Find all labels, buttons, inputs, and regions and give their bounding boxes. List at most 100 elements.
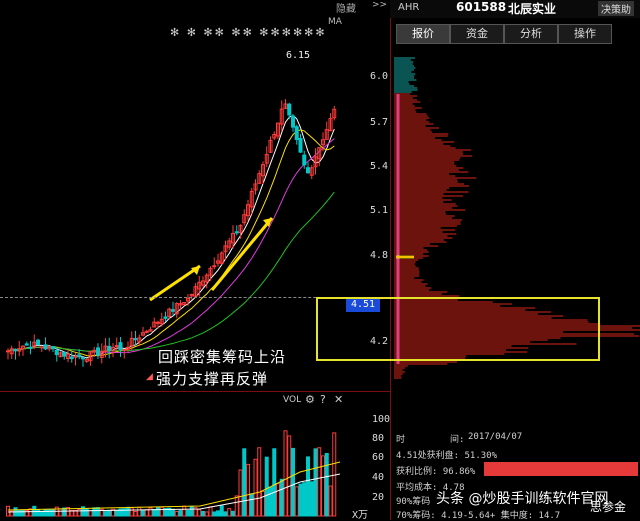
volume-chart[interactable]	[0, 392, 352, 520]
volume-bar	[231, 510, 235, 517]
volume-bar	[306, 456, 310, 517]
price-tick: 5.4	[370, 161, 389, 172]
price-tick: 4.8	[370, 250, 389, 261]
volume-bar	[287, 435, 292, 517]
candle-body	[51, 346, 55, 350]
candle-body	[272, 133, 277, 139]
candle-body	[32, 341, 37, 348]
volume-bar	[28, 508, 33, 517]
chart-divider	[0, 391, 390, 392]
candle-body	[96, 347, 100, 356]
current-price-line	[0, 297, 346, 298]
price-profit: 4.51处获利盘: 51.30%	[396, 451, 498, 461]
candle-body	[298, 138, 303, 153]
trend-arrowhead	[191, 266, 200, 275]
candle-body	[171, 309, 175, 312]
candle-body	[47, 345, 52, 350]
expand-chevron[interactable]: >>	[372, 0, 388, 10]
volume-bar	[249, 493, 254, 517]
hide-button[interactable]: 隐藏	[336, 4, 356, 15]
candle-body	[189, 294, 194, 297]
candle-body	[17, 348, 22, 352]
volume-bar	[317, 447, 322, 517]
candle-body	[317, 147, 322, 160]
candle-body	[283, 103, 288, 109]
time-sep: 间:	[450, 435, 465, 445]
candle-body	[291, 115, 295, 128]
candle-body	[118, 342, 123, 351]
candle-body	[178, 303, 183, 306]
annotation-bullet: ◢	[146, 372, 153, 382]
panel-divider	[390, 0, 391, 520]
candlestick-chart[interactable]	[0, 0, 352, 392]
candle-body	[103, 345, 108, 352]
volume-bar	[88, 510, 93, 517]
candle-body	[201, 280, 205, 286]
candle-body	[313, 156, 318, 168]
stock-code: 601588	[456, 0, 507, 14]
volume-bar	[126, 506, 130, 517]
ma-line	[7, 115, 335, 359]
candle-body	[148, 329, 153, 332]
volume-bar	[238, 469, 243, 517]
candle-body	[227, 240, 232, 248]
tab-funds[interactable]: 资金	[450, 24, 504, 44]
candle-body	[231, 232, 235, 244]
candle-body	[216, 260, 220, 264]
tab-quote[interactable]: 报价	[396, 24, 450, 44]
candle-body	[88, 351, 93, 361]
volume-bar	[129, 507, 134, 517]
watermark-brand: 思参金	[590, 500, 627, 514]
volume-bar	[111, 508, 115, 517]
candle-body	[294, 126, 299, 140]
candle-body	[137, 337, 142, 343]
stock-header: AHR 601588 北辰实业 决策助	[390, 0, 640, 18]
volume-bar	[62, 507, 67, 517]
volume-label: VOL	[283, 395, 302, 405]
candle-body	[28, 346, 33, 349]
gear-icon[interactable]: ⚙	[305, 393, 315, 406]
volume-bar	[159, 506, 164, 517]
volume-bar	[324, 453, 329, 517]
close-icon[interactable]: ✕	[334, 393, 344, 406]
volume-tick: 40	[372, 472, 385, 483]
candle-body	[84, 358, 89, 362]
volume-bar	[167, 507, 172, 517]
volume-bar	[133, 510, 138, 517]
volume-bar	[257, 447, 262, 517]
candle-body	[9, 348, 14, 355]
candle-body	[99, 350, 104, 359]
volume-bar	[223, 511, 228, 517]
price-tick: 5.7	[370, 117, 389, 128]
candle-body	[268, 139, 273, 153]
volume-bar	[103, 511, 108, 517]
volume-bar	[152, 509, 157, 517]
price-tick: 5.1	[370, 205, 389, 216]
candle-body	[81, 357, 85, 360]
event-markers[interactable]: ✻ ✻ ✻✻ ✻✻ ✻✻✻✻✻✻	[170, 26, 327, 39]
volume-tick: 100	[372, 414, 391, 425]
candle-body	[122, 348, 127, 351]
help-icon[interactable]: ?	[320, 393, 326, 406]
candle-body	[287, 103, 292, 116]
price-axis: 6.0 5.7 5.4 5.1 4.8 4.2	[352, 0, 390, 392]
candle-body	[156, 321, 160, 324]
code-prefix: AHR	[398, 2, 420, 13]
candle-body	[306, 167, 310, 174]
candle-body	[174, 303, 179, 315]
tab-operation[interactable]: 操作	[558, 24, 612, 44]
volume-bar	[268, 486, 273, 517]
volume-bar	[171, 508, 175, 517]
candle-body	[6, 350, 10, 353]
candle-body	[186, 297, 190, 302]
volume-bar	[24, 509, 29, 517]
candle-body	[321, 139, 325, 146]
volume-bar	[253, 458, 258, 517]
volume-bar	[156, 506, 160, 517]
ma-line	[7, 138, 335, 354]
volume-bar	[107, 509, 112, 517]
decision-button[interactable]: 决策助	[598, 1, 634, 16]
candle-body	[159, 318, 164, 325]
tab-analysis[interactable]: 分析	[504, 24, 558, 44]
volume-bar	[189, 505, 194, 517]
